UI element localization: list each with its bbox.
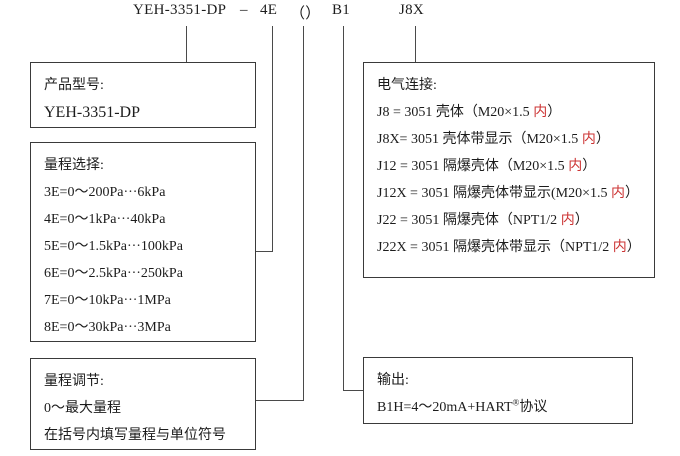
model-connection-code: J8X xyxy=(399,2,425,18)
model-range-code: 4E xyxy=(260,2,278,18)
range-selection-title: 量程选择: xyxy=(44,158,104,173)
electrical-option-j22: J22 = 3051 隔爆壳体（NPT1/2 内） xyxy=(377,213,589,228)
connector-adjust-vertical xyxy=(303,26,304,401)
range-adjust-line2: 在括号内填写量程与单位符号 xyxy=(44,428,226,443)
range-option-6e: 6E=0～2.5kPa···250kPa xyxy=(44,266,183,281)
electrical-option-j8: J8 = 3051 壳体（M20×1.5 内） xyxy=(377,105,562,120)
connector-product-vertical xyxy=(186,26,187,62)
connector-output-horizontal xyxy=(344,390,363,391)
registered-trademark-symbol: ® xyxy=(512,397,520,408)
electrical-option-j8x: J8X= 3051 壳体带显示（M20×1.5 内） xyxy=(377,132,610,147)
range-selection-box: 量程选择: 3E=0～200Pa···6kPa 4E=0～1kPa···40kP… xyxy=(30,142,256,342)
range-adjust-title: 量程调节: xyxy=(44,374,104,389)
electrical-option-j12: J12 = 3051 隔爆壳体（M20×1.5 内） xyxy=(377,159,597,174)
connector-connection-vertical xyxy=(415,26,416,62)
electrical-connection-box: 电气连接: J8 = 3051 壳体（M20×1.5 内） J8X= 3051 … xyxy=(363,62,655,278)
range-option-3e: 3E=0～200Pa···6kPa xyxy=(44,185,166,200)
electrical-option-j22x: J22X = 3051 隔爆壳体带显示（NPT1/2 内） xyxy=(377,240,641,255)
connector-adjust-horizontal xyxy=(256,400,304,401)
range-option-5e: 5E=0～1.5kPa···100kPa xyxy=(44,239,183,254)
output-title: 输出: xyxy=(377,373,409,388)
model-dash: – xyxy=(240,2,248,18)
model-base: YEH-3351-DP xyxy=(133,2,227,18)
output-line: B1H=4～20mA+HART®协议 xyxy=(377,397,548,415)
model-parens-code: （） xyxy=(290,6,321,22)
connector-range-horizontal xyxy=(256,251,273,252)
electrical-option-j12x: J12X = 3051 隔爆壳体带显示(M20×1.5 内） xyxy=(377,186,639,201)
range-option-4e: 4E=0～1kPa···40kPa xyxy=(44,212,166,227)
product-model-value: YEH-3351-DP xyxy=(44,104,140,121)
product-model-box: 产品型号: YEH-3351-DP xyxy=(30,62,256,128)
connector-range-vertical xyxy=(272,26,273,252)
output-box: 输出: B1H=4～20mA+HART®协议 xyxy=(363,357,633,424)
product-model-title: 产品型号: xyxy=(44,78,104,93)
electrical-connection-title: 电气连接: xyxy=(377,78,437,93)
model-output-code: B1 xyxy=(332,2,351,18)
range-adjust-line1: 0～最大量程 xyxy=(44,401,121,416)
connector-output-vertical xyxy=(343,26,344,391)
range-option-7e: 7E=0～10kPa···1MPa xyxy=(44,293,171,308)
range-adjust-box: 量程调节: 0～最大量程 在括号内填写量程与单位符号 xyxy=(30,358,256,450)
range-option-8e: 8E=0～30kPa···3MPa xyxy=(44,320,171,335)
